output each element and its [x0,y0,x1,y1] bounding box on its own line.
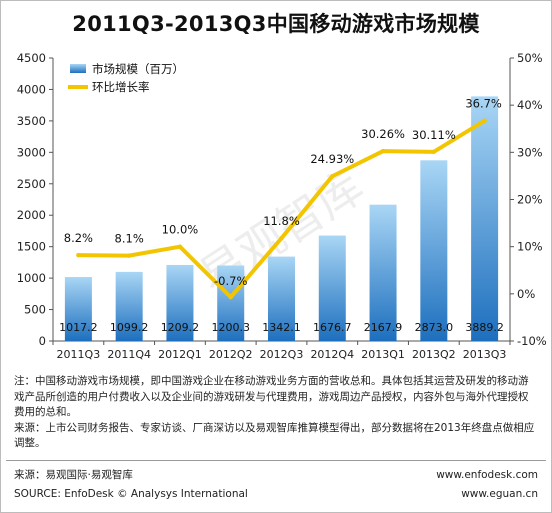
right-tick-label: 0% [517,287,535,301]
left-tick-label: 3500 [17,114,46,128]
x-tick-label: 2013Q1 [361,348,405,361]
growth-rate-point [431,149,437,155]
left-tick-label: 0 [39,334,46,348]
legend-bar-label: 市场规模（百万） [92,62,184,76]
x-tick-label: 2012Q2 [209,348,253,361]
left-tick-label: 2000 [17,208,46,222]
bar-2013Q1 [369,204,397,341]
bar-value-label: 1209.2 [161,321,200,334]
legend-bar-swatch [70,64,86,73]
right-tick-label: 40% [517,98,543,112]
growth-rate-point [228,294,233,300]
footer-source-en: SOURCE: EnfoDesk © Analysys Internationa… [14,488,248,500]
bar-value-label: 2167.9 [364,321,403,334]
growth-rate-label: 8.2% [64,231,93,245]
footer-url-enfodesk[interactable]: www.enfodesk.com [436,469,538,481]
notes-block: 注：中国移动游戏市场规模，即中国游戏企业在移动游戏业务方面的营收总和。具体包括其… [14,374,538,452]
bar-value-label: 1342.1 [262,321,301,334]
right-tick-label: 30% [517,145,543,159]
growth-rate-label: 36.7% [465,97,502,111]
bar-value-label: 1099.2 [110,321,149,334]
growth-rate-label: 24.93% [310,152,354,166]
x-tick-label: 2012Q4 [310,348,354,361]
growth-rate-label: 8.1% [115,232,144,246]
footer-url-eguan[interactable]: www.eguan.cn [461,488,538,500]
bar-2012Q2 [217,265,245,341]
growth-rate-point [482,118,487,123]
bar-value-label: 1017.2 [59,321,98,334]
x-tick-label: 2013Q2 [412,348,456,361]
bar-2011Q3 [64,277,92,341]
bar-value-label: 2873.0 [415,321,454,334]
growth-rate-label: 30.26% [361,127,405,141]
legend-line-label: 环比增长率 [92,80,150,94]
right-tick-label: 20% [517,193,543,207]
left-tick-label: 4000 [17,82,46,96]
footer-divider [6,460,546,461]
bar-2012Q3 [268,256,295,341]
growth-rate-point [177,244,183,249]
note-definition: 注：中国移动游戏市场规模，即中国游戏企业在移动游戏业务方面的营收总和。具体包括其… [14,375,529,418]
bar-2012Q4 [318,235,346,341]
x-tick-label: 2012Q3 [260,348,304,361]
x-tick-label: 2012Q1 [158,348,202,361]
growth-rate-label: 30.11% [412,128,456,142]
right-tick-label: 50% [517,51,543,65]
left-tick-label: 3000 [17,145,46,159]
left-tick-label: 2500 [17,177,46,191]
growth-rate-label: 10.0% [162,223,199,237]
left-tick-label: 1500 [17,240,46,254]
x-tick-label: 2013Q3 [463,348,507,361]
growth-rate-point [279,235,284,241]
bar-value-label: 3889.2 [465,321,504,334]
left-tick-label: 500 [24,303,46,317]
left-tick-label: 1000 [17,271,46,285]
bar-value-label: 1200.3 [211,321,250,334]
note-source: 来源：上市公司财务报告、专家访谈、厂商深访以及易观智库推算模型得出，部分数据将在… [14,421,535,450]
growth-rate-point [330,174,335,179]
chart-title: 2011Q3-2013Q3中国移动游戏市场规模 [72,12,480,36]
bar-2012Q1 [166,264,194,341]
growth-rate-label: 11.8% [263,214,300,228]
bar-value-label: 1676.7 [313,321,352,334]
growth-rate-point [126,253,132,258]
growth-rate-point [76,252,81,258]
bar-2011Q4 [115,271,143,341]
x-tick-label: 2011Q4 [107,348,151,361]
left-tick-label: 4500 [17,51,46,65]
right-tick-label: 10% [517,240,543,254]
right-tick-label: -10% [517,334,547,348]
growth-rate-point [380,148,386,154]
growth-rate-label: -0.7% [214,274,247,288]
footer-source-cn: 来源：易观国际·易观智库 [14,469,133,481]
x-tick-label: 2011Q3 [57,348,101,361]
bar-2013Q2 [420,160,448,341]
footer: 来源：易观国际·易观智库 www.enfodesk.com SOURCE: En… [14,466,538,504]
chart-svg: 易观智库 05001000150020002500300035004000450… [17,51,547,361]
bar-2013Q3 [471,96,499,341]
